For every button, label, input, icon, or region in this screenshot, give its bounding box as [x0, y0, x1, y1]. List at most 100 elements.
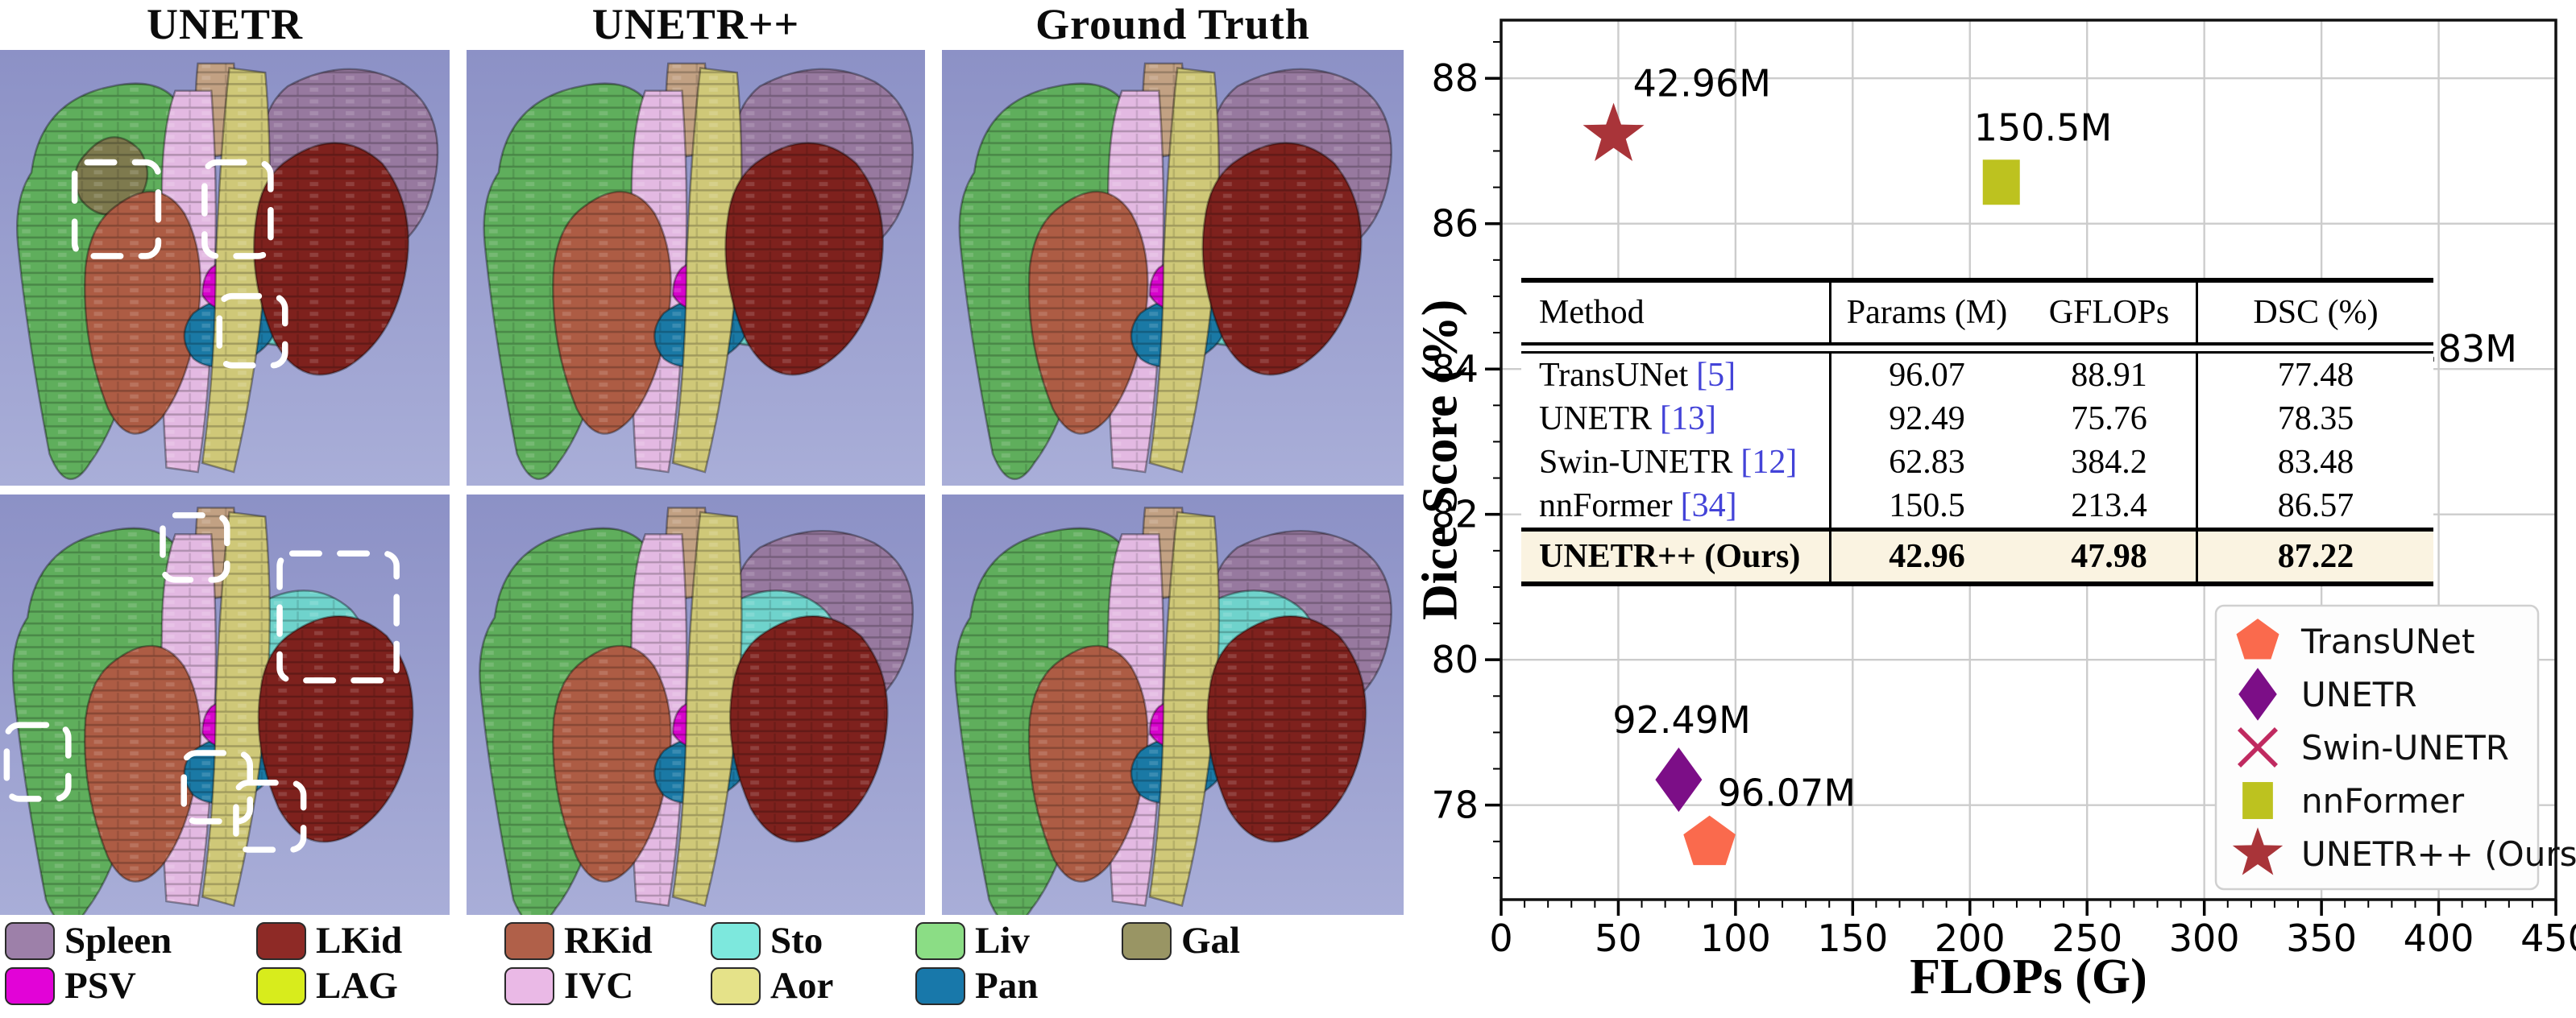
organ-label-liv: Liv: [975, 920, 1030, 962]
rkid-blob: [83, 644, 201, 883]
scatter-point-transunet: 96.07M: [1683, 772, 1856, 866]
render-ground-truth-row2: [942, 495, 1404, 919]
organ-legend: Spleen LKid RKid Sto Liv Gal PSV LAG IVC Aor Pan: [0, 915, 1410, 1018]
y-tick-label: 80: [1431, 638, 1479, 681]
x-axis-label: FLOPs (G): [1910, 950, 2147, 1004]
organ-label-ivc: IVC: [564, 965, 634, 1007]
table-cell-params: 92.49: [1829, 397, 2022, 441]
table-cell-method: UNETR++ (Ours): [1521, 532, 1829, 581]
table-mid-rule: [1521, 528, 2433, 532]
params-annotation: 42.96M: [1633, 62, 1771, 106]
panel-unetr-row1: [467, 50, 925, 486]
x-tick-label: 100: [1700, 917, 1771, 960]
legend-item-unetr: UNETR: [2238, 668, 2417, 721]
params-annotation: 150.5M: [1974, 106, 2112, 149]
x-tick-label: 50: [1595, 917, 1642, 960]
render-unetr-row2: [0, 495, 450, 919]
organ-color-chip-aor: [711, 967, 761, 1005]
table-cell-method: TransUNet [5]: [1521, 354, 1829, 397]
legend-item-label: nnFormer: [2301, 781, 2465, 821]
swin-unetr-marker-icon: [2238, 727, 2278, 768]
figure-column-title: Ground Truth: [1035, 0, 1310, 48]
highlight-box: [71, 159, 162, 259]
organ-color-chip-spleen: [5, 922, 55, 960]
table-header-params: Params (M): [1829, 283, 2022, 342]
table-cell-method: UNETR [13]: [1521, 397, 1829, 441]
figure-column-title: UNETR++: [591, 0, 800, 48]
organ-color-chip-lag: [256, 967, 306, 1005]
table-cell-gflops: 213.4: [2071, 487, 2147, 524]
y-tick-label: 82: [1431, 493, 1479, 536]
method-name: nnFormer: [1539, 487, 1673, 524]
organ-label-rkid: RKid: [564, 920, 653, 962]
table-row: Swin-UNETR [12] 62.83 384.2 83.48: [1521, 441, 2433, 484]
lkid-blob: [724, 142, 884, 376]
organ-label-spleen: Spleen: [64, 920, 172, 962]
organ-color-chip-lkid: [256, 922, 306, 960]
legend-item-label: TransUNet: [2300, 622, 2474, 661]
x-tick-label: 150: [1817, 917, 1888, 960]
table-cell-params: 150.5: [1829, 484, 2022, 528]
citation-ref: [12]: [1740, 444, 1798, 481]
highlight-box: [180, 750, 254, 825]
organ-label-aor: Aor: [770, 965, 834, 1007]
lkid-blob: [728, 615, 889, 843]
lkid-blob: [1206, 615, 1367, 843]
scatter-chart: 0 50 100 150 200 250 300 350 400 450 78 80 82 84 86 88 9…: [1410, 0, 2576, 1018]
organ-label-lag: LAG: [316, 965, 398, 1007]
y-tick-label: 84: [1431, 347, 1479, 391]
highlight-box: [160, 512, 230, 583]
scatter-point-nnformer: 150.5M: [1974, 106, 2112, 205]
chart-legend: TransUNet UNETR Swin-UNETR nnFormer UNETR++ …: [2214, 604, 2576, 891]
table-cell-gflops: 88.91: [2071, 357, 2147, 394]
method-name: UNETR: [1539, 400, 1652, 437]
y-tick-label: 78: [1431, 784, 1479, 827]
segmentation-figure: UNETR UNETR++ Ground Truth Spleen LKid RKid S…: [0, 0, 1410, 1018]
organ-label-lkid: LKid: [316, 920, 403, 962]
x-tick-label: 450: [2520, 917, 2576, 960]
organ-color-chip-liv: [915, 922, 965, 960]
panel-unetr-row1: [0, 50, 450, 486]
table-header-dsc: DSC (%): [2196, 283, 2433, 342]
table-row: nnFormer [34] 150.5 213.4 86.57: [1521, 484, 2433, 528]
panel-ground-truth-row1: [942, 50, 1404, 486]
method-name: UNETR++ (Ours): [1539, 538, 1801, 575]
figure-column-title: UNETR: [146, 0, 304, 48]
organ-color-chip-rkid: [504, 922, 554, 960]
table-cell-method: nnFormer [34]: [1521, 484, 1829, 528]
legend-item-label: UNETR: [2301, 675, 2417, 714]
organ-label-gal: Gal: [1181, 920, 1241, 962]
y-tick-label: 86: [1431, 202, 1479, 246]
rkid-blob: [1027, 190, 1149, 435]
table-bottom-rule: [1521, 581, 2433, 586]
rkid-blob: [1027, 644, 1149, 883]
params-annotation: 92.49M: [1612, 698, 1750, 742]
scatter-point-unetr-ours: 42.96M: [1583, 62, 1771, 161]
organ-label-psv: PSV: [64, 965, 136, 1007]
highlight-box: [216, 292, 288, 369]
table-cell-gflops: 47.98: [2071, 538, 2147, 575]
table-header-method: Method: [1539, 294, 1645, 331]
table-cell-method: Swin-UNETR [12]: [1521, 441, 1829, 484]
y-axis-label: Dice Score (%): [1412, 299, 1468, 621]
table-cell-dsc: 86.57: [2196, 484, 2433, 528]
table-row: TransUNet [5] 96.07 88.91 77.48: [1521, 354, 2433, 397]
x-tick-label: 400: [2404, 917, 2474, 960]
render-unetr-row2: [467, 495, 925, 919]
panel-unetr-row2: [0, 495, 450, 919]
x-tick-label: 0: [1489, 917, 1512, 960]
table-top-rule: [1521, 278, 2433, 283]
legend-item-label: UNETR++ (Ours): [2301, 834, 2576, 874]
table-row: UNETR++ (Ours) 42.96 47.98 87.22: [1521, 532, 2433, 581]
params-annotation: 96.07M: [1718, 772, 1856, 815]
method-name: Swin-UNETR: [1539, 444, 1733, 481]
table-cell-gflops: 384.2: [2071, 444, 2147, 481]
render-ground-truth-row1: [942, 50, 1404, 486]
nnformer-marker-icon: [2242, 782, 2273, 819]
organ-color-chip-gal: [1122, 922, 1172, 960]
organ-label-sto: Sto: [770, 920, 823, 962]
render-unetr-row1: [0, 50, 450, 486]
table-cell-params: 62.83: [1829, 441, 2022, 484]
highlight-box: [233, 780, 307, 853]
